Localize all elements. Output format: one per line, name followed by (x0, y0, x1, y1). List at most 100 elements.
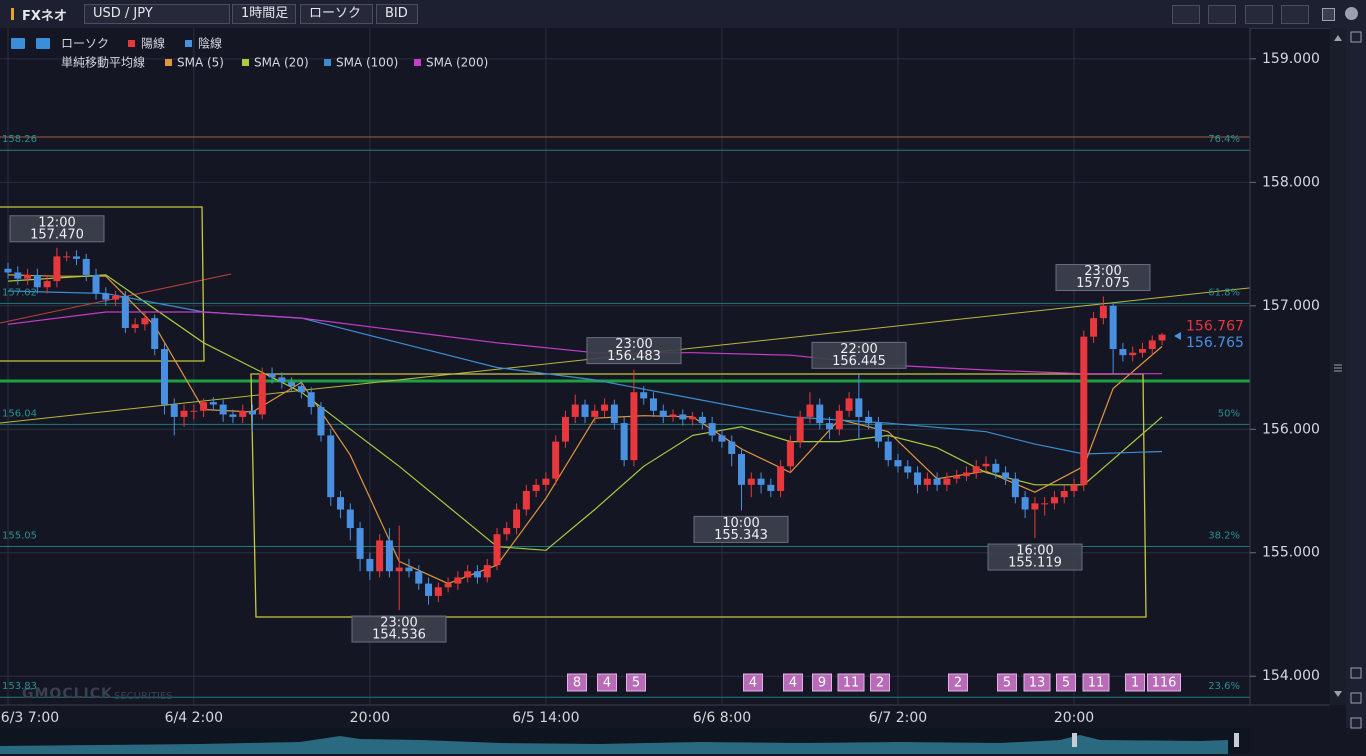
candle-body (14, 272, 22, 279)
candle-body (816, 404, 824, 424)
candle-body (464, 571, 472, 578)
event-box[interactable] (812, 673, 832, 692)
event-count[interactable]: 4 (789, 676, 797, 691)
candle-body (522, 491, 530, 510)
candle-body (1002, 472, 1010, 479)
side-icon[interactable] (1350, 717, 1362, 729)
event-box[interactable] (1147, 673, 1181, 692)
legend-swatch (185, 40, 192, 47)
x-tick-label: 6/7 2:00 (869, 710, 927, 726)
candle-body (200, 402, 208, 411)
side-icon[interactable] (1350, 667, 1362, 679)
candle-body (346, 509, 354, 529)
candle-body (972, 466, 980, 473)
annotations: GMOCLICK SECURITIES 76.4% 158.26 61.8% 157.… (2, 134, 1244, 702)
event-count[interactable]: 9 (818, 676, 826, 691)
candle-body (405, 567, 413, 572)
event-count[interactable]: 4 (749, 676, 757, 691)
event-count[interactable]: 2 (876, 676, 884, 691)
candle-body (698, 416, 706, 424)
candle-body (874, 423, 882, 442)
indicator-button[interactable] (1172, 5, 1200, 24)
event-box[interactable] (948, 673, 968, 692)
event-box[interactable] (870, 673, 890, 692)
candle-body (297, 386, 305, 393)
event-count[interactable]: 5 (1003, 676, 1011, 691)
candle-body (219, 404, 227, 415)
event-box[interactable] (1082, 673, 1110, 692)
candle-body (561, 416, 569, 442)
timeframe-select[interactable]: 1時間足 (232, 4, 296, 24)
legend-label: 陽線 (141, 36, 165, 51)
scrollbar[interactable] (1330, 28, 1346, 705)
series (4, 247, 1166, 611)
candle-body (1158, 334, 1166, 341)
price-type-select[interactable]: BID (376, 4, 418, 24)
event-count[interactable]: 2 (954, 676, 962, 691)
candle-body (610, 404, 618, 424)
annotation-price: 156.445 (832, 354, 886, 369)
event-count[interactable]: 8 (573, 676, 581, 691)
candle-body (532, 484, 540, 492)
candle-body (923, 478, 931, 485)
event-count[interactable]: 11 (1088, 676, 1105, 691)
event-count[interactable]: 13 (1029, 676, 1046, 691)
scroll-down[interactable] (1334, 691, 1342, 697)
drawings (0, 136, 1250, 618)
event-count[interactable]: 5 (1062, 676, 1070, 691)
event-box[interactable] (837, 673, 865, 692)
candle-body (1021, 497, 1029, 510)
x-tick-label: 20:00 (1054, 710, 1094, 726)
range-box (0, 206, 205, 362)
maximize-button[interactable] (1322, 8, 1335, 21)
fib-label: 50% (1218, 408, 1240, 419)
annotation-time: 23:00 (1084, 264, 1121, 279)
scroll-up[interactable] (1334, 35, 1342, 41)
side-icon[interactable] (1350, 692, 1362, 704)
y-tick-label: 158.000 (1262, 174, 1320, 190)
annotation-box (987, 543, 1083, 571)
event-count[interactable]: 1 (1131, 676, 1139, 691)
pair-select[interactable]: USD / JPY (84, 4, 230, 24)
event-box[interactable] (1125, 673, 1145, 692)
candle-body (1031, 503, 1039, 510)
side-icon[interactable] (1350, 31, 1362, 43)
legend-collapse[interactable] (36, 38, 50, 49)
candle-body (1050, 497, 1058, 504)
navigator-handle[interactable] (1072, 733, 1077, 747)
event-count[interactable]: 11 (843, 676, 860, 691)
fib-label: 38.2% (1208, 531, 1240, 542)
event-count[interactable]: 4 (603, 676, 611, 691)
event-count[interactable]: 5 (632, 676, 640, 691)
candle-body (454, 577, 462, 584)
legend-swatch (242, 59, 249, 66)
navigator-handle[interactable] (1234, 733, 1239, 747)
event-box[interactable] (783, 673, 803, 692)
close-button[interactable] (1345, 7, 1358, 20)
x-tick-label: 6/6 8:00 (693, 710, 751, 726)
candle-body (992, 463, 1000, 473)
event-box[interactable] (597, 673, 617, 692)
event-box[interactable] (626, 673, 646, 692)
fib-price: 158.26 (2, 134, 37, 145)
candle-body (513, 509, 521, 529)
annotation-time: 10:00 (722, 516, 759, 531)
candle-body (1148, 340, 1156, 350)
event-box[interactable] (997, 673, 1017, 692)
toolbar: FXネオ USD / JPY 1時間足 ローソク BID (0, 0, 1366, 29)
event-count[interactable]: 116 (1152, 676, 1177, 691)
chart-style-select[interactable]: ローソク (300, 4, 373, 24)
screenshot-button[interactable] (1245, 5, 1273, 24)
event-box[interactable] (1056, 673, 1076, 692)
scroll-handle[interactable] (1334, 364, 1342, 372)
candle-body (288, 382, 296, 387)
event-box[interactable] (1023, 673, 1051, 692)
window-button[interactable] (1281, 5, 1309, 24)
candle-body (131, 324, 139, 329)
event-box[interactable] (743, 673, 763, 692)
legend-toggle[interactable] (11, 38, 25, 49)
drawing-button[interactable] (1208, 5, 1236, 24)
event-box[interactable] (567, 673, 587, 692)
candle-body (121, 295, 129, 329)
candle-body (395, 567, 403, 572)
